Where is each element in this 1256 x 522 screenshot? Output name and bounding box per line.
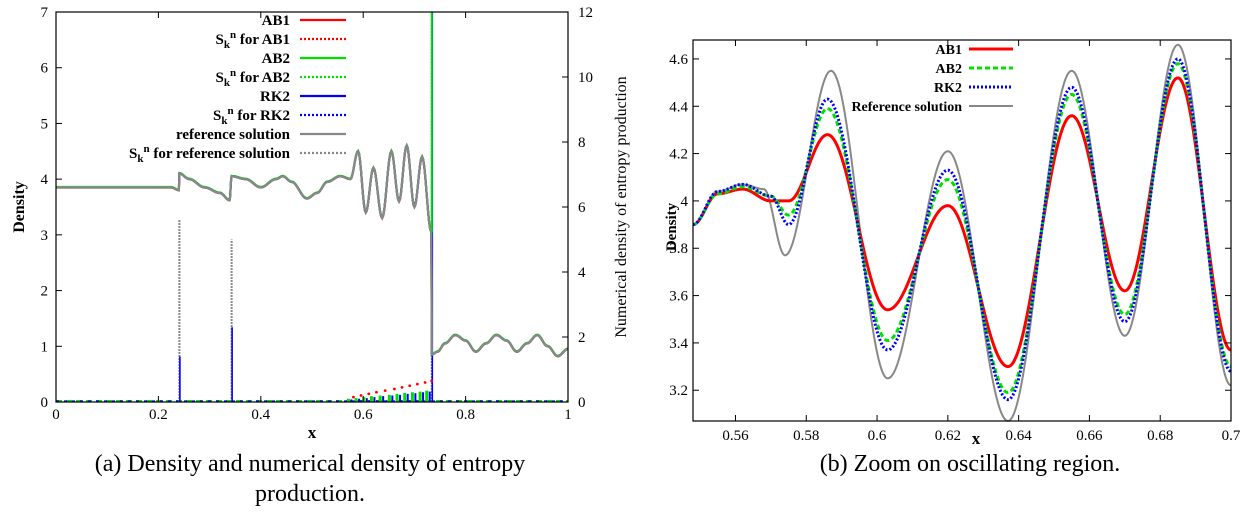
y-tick-label: 5 bbox=[41, 116, 49, 132]
legend-label: Skn for AB1 bbox=[216, 29, 291, 51]
chart-a-xlabel: x bbox=[308, 423, 317, 440]
y-tick-label: 3.8 bbox=[669, 241, 688, 257]
x-tick-label: 0.4 bbox=[251, 407, 270, 423]
x-tick-label: 0.6 bbox=[868, 428, 887, 444]
legend-label: Skn for reference solution bbox=[129, 143, 291, 165]
entropy-point-ab1 bbox=[430, 379, 434, 383]
y-tick-label: 4.6 bbox=[669, 52, 688, 68]
chart-a-curves bbox=[56, 12, 569, 402]
entropy-point-ab1 bbox=[423, 381, 427, 384]
legend-label: RK2 bbox=[260, 89, 290, 105]
entropy-point-ab1 bbox=[408, 384, 412, 388]
caption-a: (a) Density and numerical density of ent… bbox=[94, 451, 526, 507]
y2-tick-label: 12 bbox=[578, 5, 593, 21]
y-tick-label: 6 bbox=[41, 61, 49, 77]
x-tick-label: 0.56 bbox=[722, 428, 749, 444]
y-tick-label: 4.2 bbox=[669, 147, 688, 163]
y2-tick-label: 4 bbox=[578, 265, 586, 281]
legend-label: RK2 bbox=[934, 81, 962, 96]
chart-b: 0.56 0.58 0.6 0.62 0.64 0.66 0.68 0.7 3.2 3.4 3.6 3… bbox=[664, 39, 1241, 448]
x-tick-label: 1 bbox=[564, 407, 572, 423]
y-tick-label: 3.4 bbox=[669, 336, 688, 352]
x-tick-label: 0 bbox=[52, 407, 60, 423]
caption-b: (b) Zoom on oscillating region. bbox=[819, 451, 1121, 477]
chart-b-ticks: 0.56 0.58 0.6 0.62 0.64 0.66 0.68 0.7 3.2 3.4 3.6 3… bbox=[669, 40, 1241, 444]
x-tick-label: 0.68 bbox=[1147, 428, 1173, 444]
legend-label: Skn for RK2 bbox=[213, 105, 290, 127]
x-tick-label: 0.2 bbox=[149, 407, 168, 423]
legend-label: Skn for AB2 bbox=[216, 67, 291, 89]
entropy-point-ab1 bbox=[416, 382, 419, 386]
chart-b-xlabel: x bbox=[972, 429, 981, 448]
x-tick-label: 0.66 bbox=[1076, 428, 1103, 444]
x-tick-label: 0.8 bbox=[456, 407, 475, 423]
chart-b-plot-frame bbox=[692, 39, 1232, 422]
y-tick-label: 4.4 bbox=[669, 99, 688, 115]
entropy-point-ab1 bbox=[359, 394, 363, 397]
chart-a-y2label: Numerical density of entropy production bbox=[613, 76, 630, 337]
y2-tick-label: 10 bbox=[578, 70, 593, 86]
x-tick-label: 0.62 bbox=[935, 428, 961, 444]
density-curve-rk2 bbox=[56, 143, 569, 358]
entropy-point-ab1 bbox=[400, 385, 404, 389]
series-line-ab1 bbox=[692, 76, 1232, 369]
chart-a-ylabel: Density bbox=[11, 181, 28, 233]
y-tick-label: 3.6 bbox=[669, 289, 688, 305]
y-tick-label: 1 bbox=[41, 339, 49, 355]
y-tick-label: 0 bbox=[41, 395, 49, 411]
entropy-point-ab1 bbox=[367, 392, 371, 396]
density-curve-ab2 bbox=[56, 142, 569, 357]
y-tick-label: 3 bbox=[41, 228, 49, 244]
x-tick-label: 0.6 bbox=[354, 407, 373, 423]
entropy-point-ab1 bbox=[383, 389, 387, 393]
entropy-point-ab1 bbox=[352, 395, 355, 399]
y2-tick-label: 8 bbox=[578, 135, 586, 151]
y-tick-label: 2 bbox=[41, 284, 49, 300]
legend-label: AB2 bbox=[262, 51, 290, 67]
legend-label: Reference solution bbox=[851, 100, 962, 115]
series-line-rk2 bbox=[692, 57, 1232, 402]
chart-b-ylabel: Density bbox=[664, 202, 680, 251]
y2-tick-label: 0 bbox=[578, 395, 586, 411]
legend-label: AB2 bbox=[936, 62, 962, 77]
legend-label: AB1 bbox=[936, 43, 962, 58]
entropy-point-ab1 bbox=[375, 390, 378, 394]
chart-a-plot-frame bbox=[55, 11, 569, 403]
legend-label: AB1 bbox=[262, 13, 290, 29]
entropy-point-ab1 bbox=[392, 387, 396, 391]
y-tick-label: 4 bbox=[681, 194, 689, 210]
x-tick-label: 0.58 bbox=[793, 428, 819, 444]
density-curve-ab1 bbox=[56, 142, 569, 358]
density-curve-reference bbox=[56, 142, 569, 358]
y2-tick-label: 2 bbox=[578, 330, 586, 346]
y-tick-label: 4 bbox=[41, 172, 49, 188]
chart-b-curves bbox=[692, 43, 1232, 423]
series-line-reference-solution bbox=[692, 43, 1232, 423]
legend-label: reference solution bbox=[176, 127, 291, 143]
x-tick-label: 0.64 bbox=[1006, 428, 1033, 444]
chart-b-legend: AB1 AB2 RK2 Reference solution bbox=[851, 43, 1013, 115]
y-tick-label: 3.2 bbox=[669, 383, 688, 399]
x-tick-label: 0.7 bbox=[1222, 428, 1241, 444]
y2-tick-label: 6 bbox=[578, 200, 586, 216]
y-tick-label: 7 bbox=[41, 5, 49, 21]
